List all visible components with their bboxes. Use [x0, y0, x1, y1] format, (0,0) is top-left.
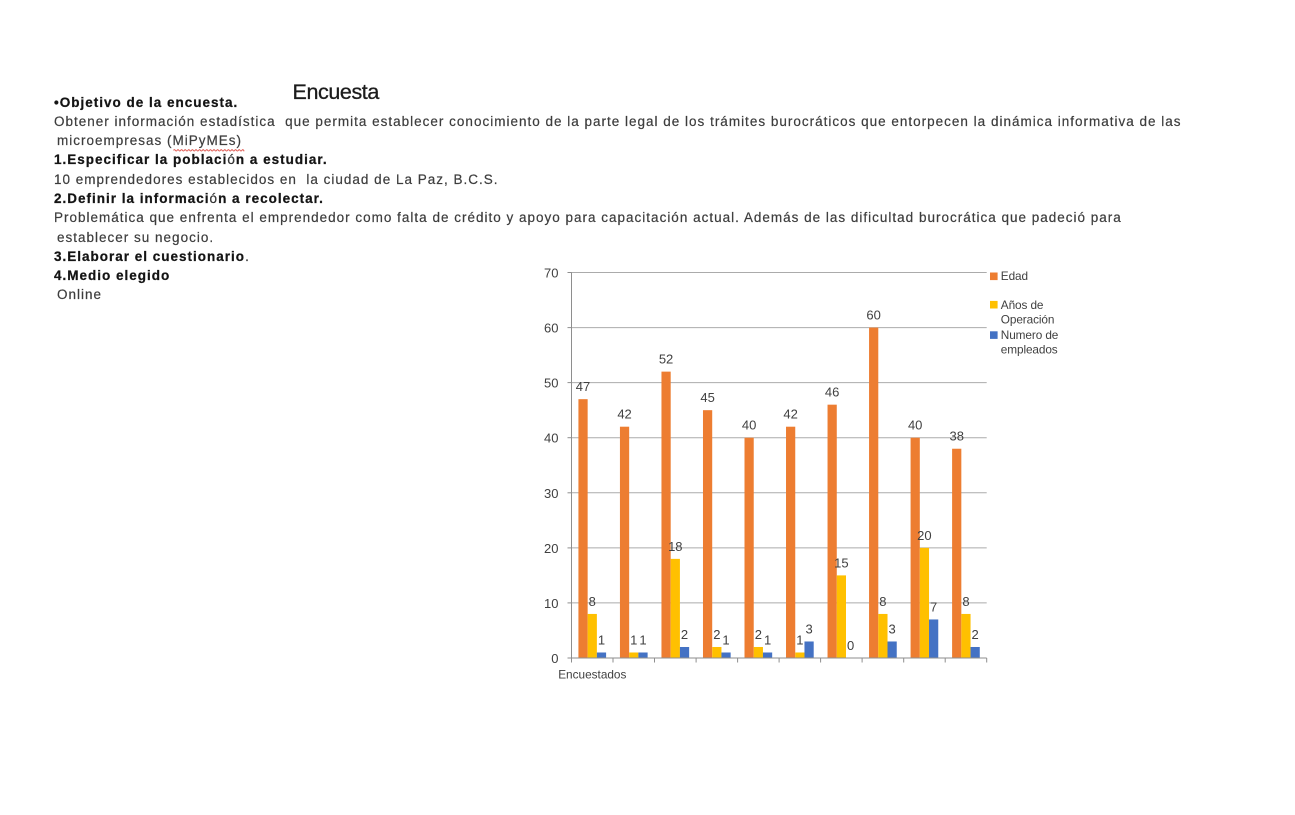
svg-text:40: 40 — [544, 431, 558, 446]
svg-text:Operación: Operación — [1001, 312, 1055, 326]
svg-text:52: 52 — [659, 352, 673, 367]
svg-text:42: 42 — [617, 407, 631, 422]
svg-text:10: 10 — [544, 596, 558, 611]
svg-text:7: 7 — [930, 599, 937, 614]
svg-text:8: 8 — [962, 594, 969, 609]
svg-text:8: 8 — [879, 594, 886, 609]
svg-text:1: 1 — [796, 632, 803, 647]
svg-text:60: 60 — [544, 321, 558, 336]
svg-text:8: 8 — [589, 594, 596, 609]
svg-text:40: 40 — [908, 418, 922, 433]
svg-text:1: 1 — [598, 632, 605, 647]
svg-text:1: 1 — [722, 632, 729, 647]
svg-text:38: 38 — [949, 429, 963, 444]
svg-text:2: 2 — [972, 627, 979, 642]
svg-text:3: 3 — [889, 621, 896, 636]
svg-text:40: 40 — [742, 418, 756, 433]
svg-text:1: 1 — [764, 632, 771, 647]
svg-text:Años de: Años de — [1001, 298, 1044, 312]
svg-text:70: 70 — [544, 266, 558, 281]
svg-text:2: 2 — [713, 627, 720, 642]
svg-text:18: 18 — [668, 539, 682, 554]
svg-text:empleados: empleados — [1001, 342, 1058, 356]
svg-text:20: 20 — [544, 541, 558, 556]
svg-text:0: 0 — [551, 651, 558, 666]
svg-text:1: 1 — [639, 632, 646, 647]
svg-text:2: 2 — [681, 627, 688, 642]
svg-text:Encuestados: Encuestados — [558, 668, 626, 682]
svg-text:15: 15 — [834, 555, 848, 570]
svg-text:1: 1 — [630, 632, 637, 647]
svg-text:0: 0 — [847, 638, 854, 653]
svg-text:46: 46 — [825, 385, 839, 400]
svg-text:60: 60 — [866, 308, 880, 323]
svg-text:3: 3 — [805, 621, 812, 636]
svg-text:47: 47 — [576, 379, 590, 394]
svg-text:45: 45 — [700, 390, 714, 405]
svg-text:Numero de: Numero de — [1001, 328, 1059, 342]
svg-text:42: 42 — [783, 407, 797, 422]
svg-text:30: 30 — [544, 486, 558, 501]
svg-text:Edad: Edad — [1001, 269, 1028, 283]
svg-text:20: 20 — [917, 528, 931, 543]
svg-text:50: 50 — [544, 376, 558, 391]
svg-text:2: 2 — [755, 627, 762, 642]
